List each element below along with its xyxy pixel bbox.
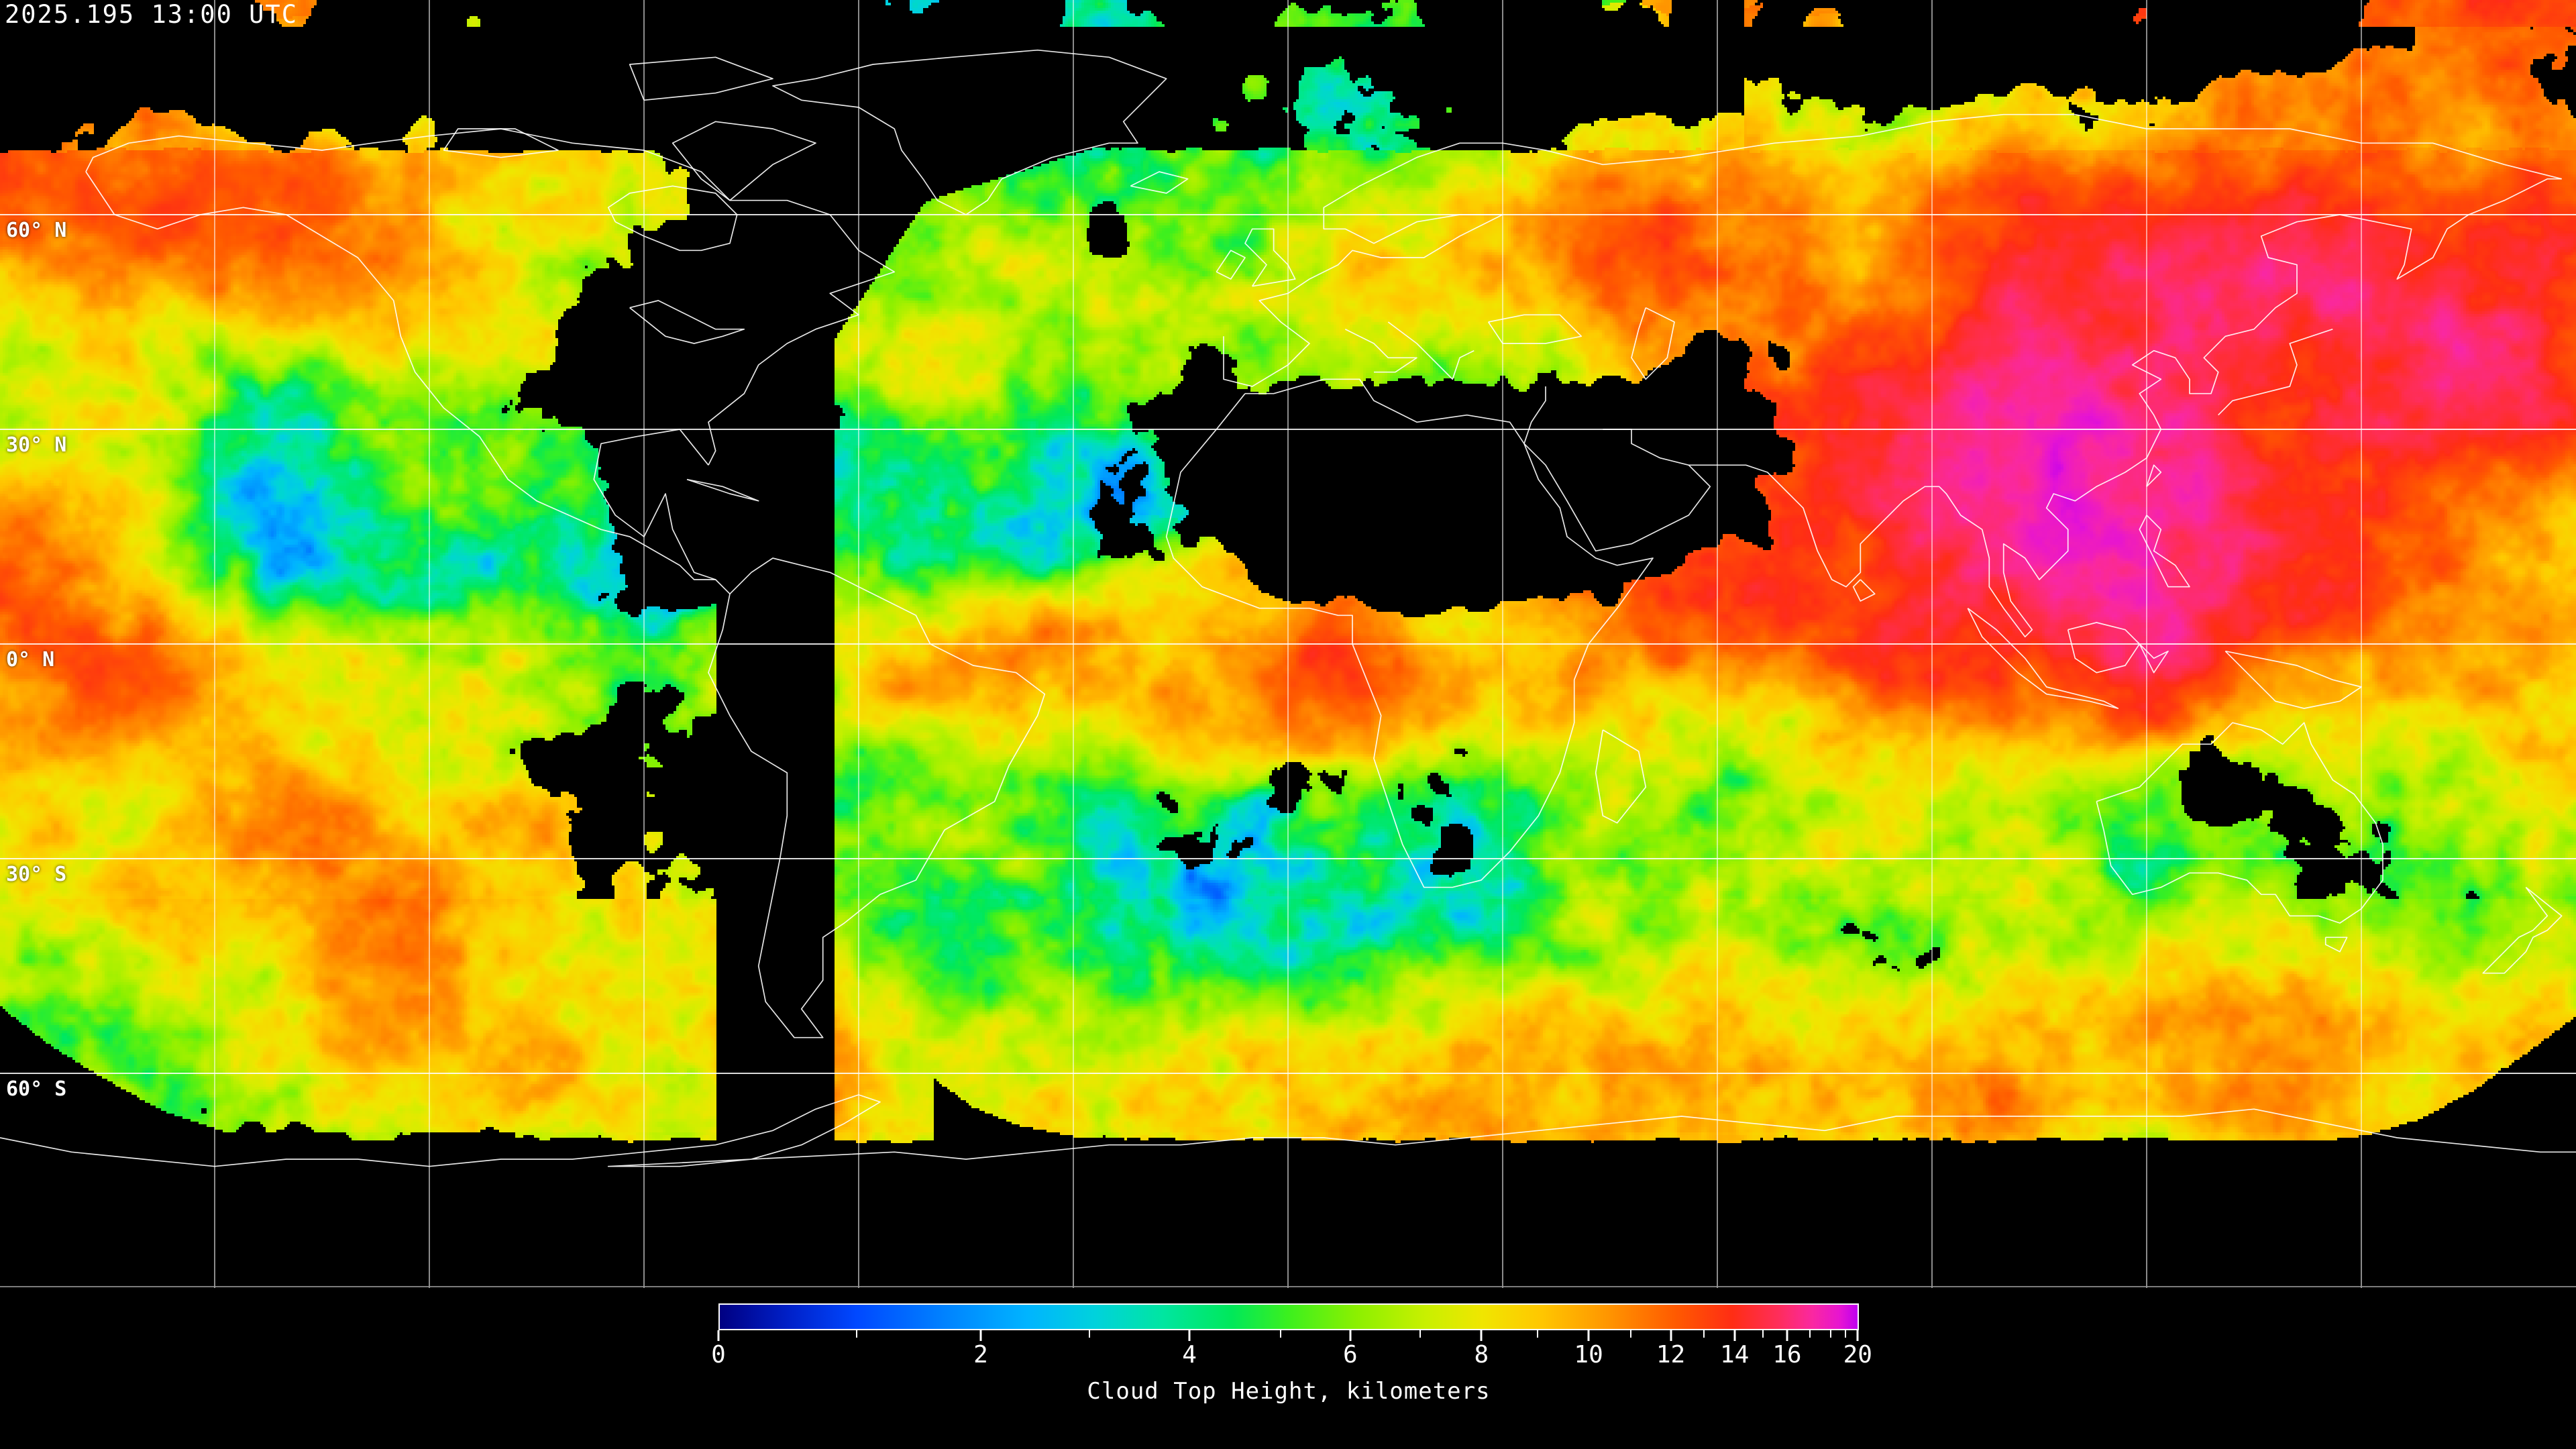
colorbar-major-tick <box>717 1330 720 1341</box>
coastline-path <box>1244 228 1296 287</box>
colorbar-tick-label: 0 <box>711 1341 726 1368</box>
coastline-path <box>593 429 716 580</box>
latitude-label: 60° N <box>6 219 67 242</box>
coastline-path <box>607 185 738 252</box>
coastline-path <box>0 1094 2576 1167</box>
colorbar-major-tick <box>1188 1330 1191 1341</box>
colorbar-minor-tick <box>1630 1330 1631 1338</box>
colorbar-minor-tick <box>1762 1330 1764 1338</box>
coastline-path <box>1523 386 1546 444</box>
coastline-path <box>2096 722 2383 924</box>
coastline-path <box>1130 171 1189 194</box>
colorbar-major-tick <box>1349 1330 1352 1341</box>
colorbar-minor-tick <box>1280 1330 1282 1338</box>
colorbar-major-tick <box>979 1330 982 1341</box>
colorbar-tick-label: 12 <box>1656 1341 1686 1368</box>
coastline-path <box>2482 887 2563 974</box>
map-overlay-svg <box>0 0 2576 1288</box>
coastline-path <box>2139 515 2190 588</box>
coastline-path <box>2067 622 2141 674</box>
coastline-path <box>1165 378 1654 888</box>
colorbar-gradient <box>718 1303 1859 1330</box>
colorbar-tick-label: 10 <box>1574 1341 1603 1368</box>
colorbar-minor-tick <box>855 1330 857 1338</box>
latitude-label: 30° N <box>6 433 67 457</box>
colorbar-minor-tick <box>1088 1330 1090 1338</box>
coastline-path <box>686 478 759 502</box>
coastline-path <box>1688 178 2562 638</box>
colorbar-major-tick <box>1480 1330 1483 1341</box>
colorbar-minor-tick <box>1536 1330 1538 1338</box>
coastline-path <box>443 128 559 158</box>
latitude-label: 30° S <box>6 863 67 886</box>
colorbar-tick-label: 16 <box>1772 1341 1802 1368</box>
timestamp: 2025.195 13:00 UTC <box>5 0 298 29</box>
coastline-path <box>772 49 1167 215</box>
coastline-path <box>85 171 731 594</box>
coastline-path <box>1223 214 1503 387</box>
coastline-path <box>1595 729 1647 824</box>
coastline-path <box>1344 328 1417 373</box>
coastline-path <box>629 300 745 344</box>
coastline-path <box>1631 307 1675 380</box>
coastline-path <box>1523 429 1711 552</box>
colorbar-minor-tick <box>1809 1330 1811 1338</box>
coastline-path <box>2218 328 2333 416</box>
coastline-path <box>1967 608 2119 709</box>
coastline-path <box>1487 314 1582 344</box>
coastline-path <box>629 56 773 101</box>
colorbar-tick-label: 6 <box>1342 1341 1358 1368</box>
colorbar-tick-label: 2 <box>973 1341 988 1368</box>
coastline-path <box>708 557 1046 1038</box>
colorbar-minor-tick <box>1844 1330 1846 1338</box>
coastline-path <box>2324 936 2348 953</box>
latitude-label: 0° N <box>6 648 55 672</box>
coastline-path <box>1323 113 2562 244</box>
colorbar-minor-tick <box>1829 1330 1831 1338</box>
coastline-path <box>672 121 816 201</box>
coastline-path <box>2224 650 2362 709</box>
coastline-path <box>1852 579 1876 602</box>
coastline-path <box>1387 321 1474 380</box>
colorbar-tick-label: 14 <box>1720 1341 1750 1368</box>
colorbar-major-tick <box>1786 1330 1788 1341</box>
colorbar-minor-tick <box>1703 1330 1705 1338</box>
coastline-path <box>2146 464 2162 487</box>
colorbar-tick-label: 4 <box>1182 1341 1197 1368</box>
colorbar-major-tick <box>1856 1330 1859 1341</box>
coastline-path <box>1216 250 1246 280</box>
colorbar-tick-label: 20 <box>1843 1341 1872 1368</box>
colorbar-major-tick <box>1670 1330 1672 1341</box>
colorbar-major-tick <box>1733 1330 1736 1341</box>
colorbar-title: Cloud Top Height, kilometers <box>1087 1378 1491 1405</box>
colorbar-major-tick <box>1587 1330 1590 1341</box>
coastline-path <box>85 128 896 466</box>
colorbar-minor-tick <box>1419 1330 1421 1338</box>
coastline-path <box>2139 643 2169 674</box>
colorbar-tick-label: 8 <box>1474 1341 1489 1368</box>
latitude-label: 60° S <box>6 1077 67 1101</box>
